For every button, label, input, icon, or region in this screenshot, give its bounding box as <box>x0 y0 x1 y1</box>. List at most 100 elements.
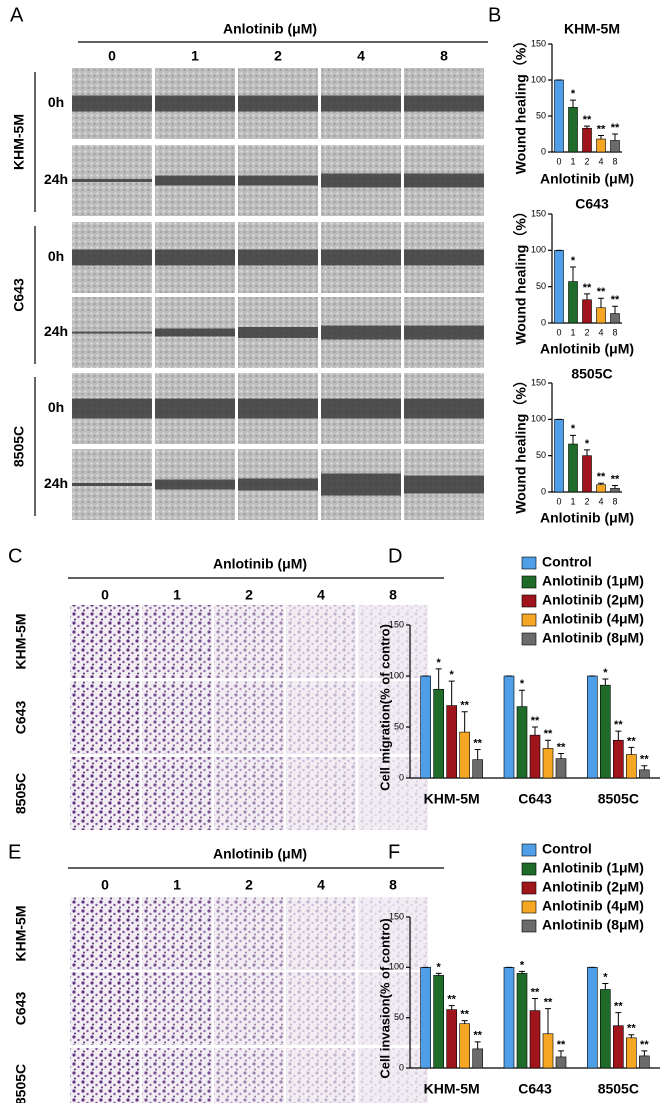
wound-gap <box>404 475 484 494</box>
error-bar <box>602 678 609 686</box>
cell-line-label: KHM-5M <box>11 114 27 170</box>
header: Anlotinib (μM) <box>213 846 307 862</box>
bar <box>529 734 541 779</box>
bar <box>433 975 444 1069</box>
wound-gap <box>321 173 401 188</box>
y-tick-label: 0 <box>541 486 546 496</box>
y-axis-label: Wound healing（%） <box>513 34 529 175</box>
y-tick-label: 0 <box>399 772 404 782</box>
transwell-cells <box>358 681 428 754</box>
transwell-cells <box>214 681 284 754</box>
transwell-cells <box>142 757 212 830</box>
legend-swatch <box>521 900 537 914</box>
bar <box>472 1048 483 1069</box>
significance: ** <box>597 471 606 483</box>
legend-label: Control <box>542 841 592 857</box>
wound-gap <box>238 478 318 491</box>
legend-swatch <box>521 843 537 857</box>
x-tick-label: 4 <box>598 156 603 166</box>
bar <box>503 675 515 779</box>
transwell-cells <box>214 757 284 830</box>
transwell-cells <box>214 1048 284 1103</box>
error-bar <box>448 680 455 706</box>
column-label: 0 <box>101 587 109 603</box>
significance: * <box>585 438 590 450</box>
transwell-cells <box>358 1048 428 1103</box>
bar <box>446 705 457 779</box>
bar <box>600 989 611 1069</box>
wound-gap <box>321 325 401 340</box>
transwell-cells <box>142 972 212 1045</box>
panel-label: C <box>8 545 22 567</box>
bar <box>516 973 528 1069</box>
error-bar <box>598 482 604 485</box>
bar <box>459 731 470 779</box>
transwell-cells <box>286 605 356 678</box>
cell-line-label: 8505C <box>11 426 27 467</box>
significance: * <box>571 423 576 435</box>
error-bar <box>545 1008 551 1034</box>
cell-line-label: 8505C <box>13 1064 29 1103</box>
transwell-cells <box>142 681 212 754</box>
error-bar <box>628 746 635 755</box>
column-label: 4 <box>357 48 365 64</box>
bar <box>582 299 592 324</box>
significance: ** <box>611 294 620 306</box>
bar <box>542 748 554 779</box>
y-tick-label: 150 <box>531 208 546 218</box>
panel-label: E <box>8 841 21 863</box>
significance: ** <box>627 1023 636 1035</box>
wound-gap <box>72 249 152 266</box>
wound-gap <box>155 175 235 186</box>
error-bar <box>612 133 618 141</box>
bar <box>596 138 606 153</box>
wound-gap <box>404 249 484 266</box>
transwell-cells <box>70 1048 140 1103</box>
significance: ** <box>460 1009 469 1021</box>
column-label: 8 <box>389 877 397 893</box>
x-tick-label: 4 <box>598 327 603 337</box>
significance: * <box>450 669 455 681</box>
legend-swatch <box>521 556 537 570</box>
x-tick-label: 2 <box>584 496 589 506</box>
wound-gap <box>155 249 235 266</box>
bar <box>587 675 598 779</box>
significance: * <box>571 88 576 100</box>
significance: ** <box>614 1001 623 1013</box>
x-tick-label: 1 <box>570 156 575 166</box>
column-label: 2 <box>274 48 282 64</box>
y-tick-label: 100 <box>531 414 546 424</box>
legend-label: Control <box>542 554 592 570</box>
error-bar <box>461 711 468 733</box>
legend-label: Anlotinib (2μM) <box>542 592 644 608</box>
significance: ** <box>473 737 482 749</box>
bar <box>626 1037 637 1069</box>
bar <box>529 1010 541 1069</box>
bar <box>568 107 578 153</box>
wound-gap <box>72 398 152 419</box>
transwell-cells <box>142 1048 212 1103</box>
bar <box>542 1033 554 1069</box>
y-tick-label: 150 <box>389 911 404 921</box>
wound-gap <box>72 95 152 112</box>
x-tick-label: 8505C <box>598 1081 639 1097</box>
x-tick-label: 0 <box>556 327 561 337</box>
cell-line-label: C643 <box>11 278 27 312</box>
legend-label: Anlotinib (1μM) <box>542 573 644 589</box>
chart-title: 8505C <box>571 366 612 382</box>
significance: ** <box>640 1039 649 1051</box>
column-label: 8 <box>389 587 397 603</box>
error-bar <box>612 484 618 489</box>
wound-gap <box>321 249 401 266</box>
x-tick-label: C643 <box>518 791 552 807</box>
error-bar <box>570 434 576 445</box>
transwell-cells <box>358 972 428 1045</box>
wound-gap <box>404 95 484 112</box>
bar <box>596 307 606 324</box>
x-tick-label: C643 <box>518 1081 552 1097</box>
significance: ** <box>531 715 540 727</box>
transwell-cells <box>214 605 284 678</box>
time-label: 24h <box>44 475 68 491</box>
significance: ** <box>447 993 456 1005</box>
